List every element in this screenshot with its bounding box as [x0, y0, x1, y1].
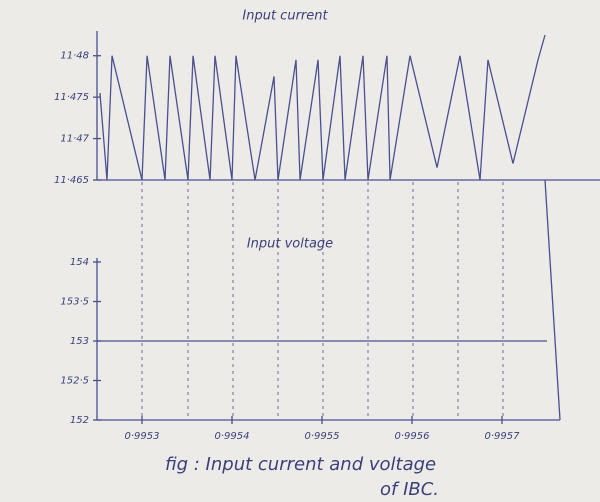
x-tick-label: 0·9957: [485, 431, 521, 442]
x-tick-label: 0·9953: [125, 431, 160, 442]
chart-title: Input current: [242, 9, 328, 24]
y-tick-label: 152·5: [60, 376, 89, 387]
x-tick-label: 0·9954: [215, 431, 250, 442]
chart-title: Input voltage: [247, 237, 333, 252]
y-tick-label: 152: [70, 415, 89, 426]
y-tick-label: 11·475: [54, 92, 89, 103]
x-tick-label: 0·9955: [305, 431, 340, 442]
caption: fig : Input current and voltage: [165, 454, 436, 475]
y-tick-label: 154: [70, 257, 89, 268]
y-tick-label: 11·465: [54, 175, 89, 186]
series-line: [99, 34, 546, 181]
y-tick-label: 11·47: [60, 134, 89, 145]
caption: of IBC.: [380, 479, 439, 500]
y-tick-label: 153: [70, 336, 89, 347]
edge-line: [544, 179, 561, 421]
y-tick-label: 153·5: [60, 297, 89, 308]
guides: [141, 179, 561, 421]
x-tick-label: 0·9956: [395, 431, 430, 442]
y-tick-label: 11·48: [60, 51, 89, 62]
